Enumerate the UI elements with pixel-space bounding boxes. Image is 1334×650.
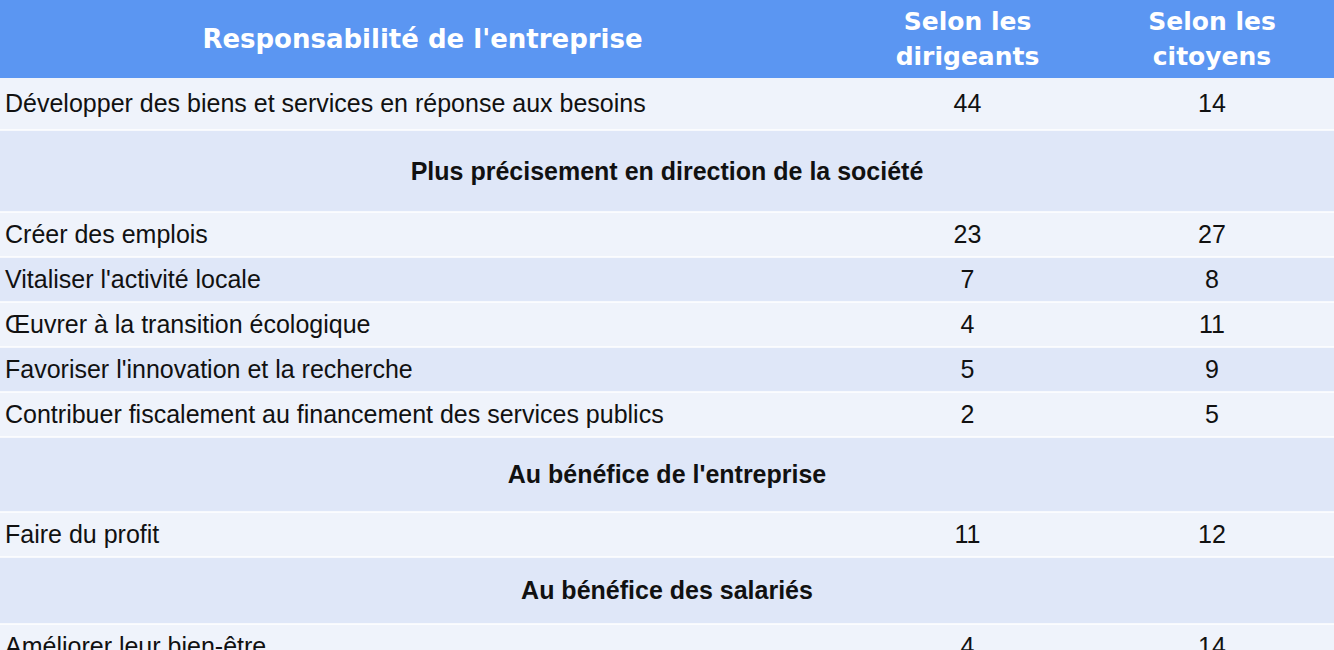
column-header-responsibility: Responsabilité de l'entreprise — [0, 0, 845, 78]
section-title: Au bénéfice des salariés — [0, 557, 1334, 624]
table-body: Développer des biens et services en répo… — [0, 78, 1334, 650]
responsibility-table: Responsabilité de l'entreprise Selon les… — [0, 0, 1334, 650]
survey-table-page: Responsabilité de l'entreprise Selon les… — [0, 0, 1334, 650]
value-citoyens: 12 — [1090, 512, 1334, 557]
section-title: Plus précisement en direction de la soci… — [0, 130, 1334, 212]
value-dirigeants: 5 — [845, 347, 1090, 392]
value-dirigeants: 44 — [845, 78, 1090, 130]
table-row: Faire du profit1112 — [0, 512, 1334, 557]
row-label: Faire du profit — [0, 512, 845, 557]
column-header-citoyens: Selon les citoyens — [1090, 0, 1334, 78]
row-label: Créer des emplois — [0, 212, 845, 257]
table-head: Responsabilité de l'entreprise Selon les… — [0, 0, 1334, 78]
value-citoyens: 14 — [1090, 624, 1334, 650]
section-header-row: Plus précisement en direction de la soci… — [0, 130, 1334, 212]
table-header-row: Responsabilité de l'entreprise Selon les… — [0, 0, 1334, 78]
section-header-row: Au bénéfice de l'entreprise — [0, 437, 1334, 512]
value-dirigeants: 23 — [845, 212, 1090, 257]
row-label: Œuvrer à la transition écologique — [0, 302, 845, 347]
value-citoyens: 5 — [1090, 392, 1334, 437]
value-citoyens: 9 — [1090, 347, 1334, 392]
section-title: Au bénéfice de l'entreprise — [0, 437, 1334, 512]
row-label: Améliorer leur bien-être — [0, 624, 845, 650]
value-dirigeants: 11 — [845, 512, 1090, 557]
column-header-dirigeants: Selon les dirigeants — [845, 0, 1090, 78]
value-citoyens: 27 — [1090, 212, 1334, 257]
table-row: Favoriser l'innovation et la recherche59 — [0, 347, 1334, 392]
table-row: Créer des emplois2327 — [0, 212, 1334, 257]
value-dirigeants: 4 — [845, 302, 1090, 347]
value-dirigeants: 4 — [845, 624, 1090, 650]
value-dirigeants: 2 — [845, 392, 1090, 437]
row-label: Développer des biens et services en répo… — [0, 78, 845, 130]
row-label: Contribuer fiscalement au financement de… — [0, 392, 845, 437]
table-row: Développer des biens et services en répo… — [0, 78, 1334, 130]
value-citoyens: 8 — [1090, 257, 1334, 302]
value-dirigeants: 7 — [845, 257, 1090, 302]
section-header-row: Au bénéfice des salariés — [0, 557, 1334, 624]
value-citoyens: 14 — [1090, 78, 1334, 130]
row-label: Vitaliser l'activité locale — [0, 257, 845, 302]
table-row: Contribuer fiscalement au financement de… — [0, 392, 1334, 437]
table-row: Améliorer leur bien-être414 — [0, 624, 1334, 650]
value-citoyens: 11 — [1090, 302, 1334, 347]
table-row: Vitaliser l'activité locale78 — [0, 257, 1334, 302]
row-label: Favoriser l'innovation et la recherche — [0, 347, 845, 392]
table-row: Œuvrer à la transition écologique411 — [0, 302, 1334, 347]
